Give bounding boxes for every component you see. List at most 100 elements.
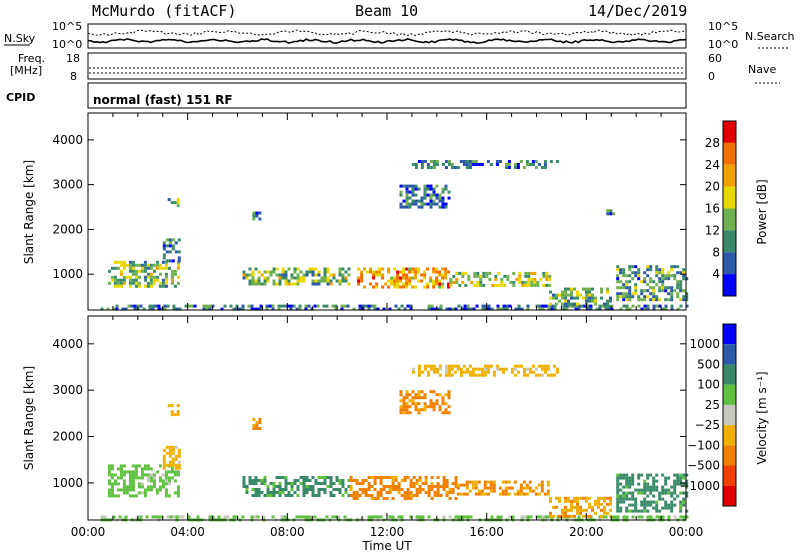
echo-cell — [177, 259, 181, 263]
echo-cell — [441, 285, 445, 289]
echo-cell — [603, 499, 606, 503]
echo-cell — [664, 286, 668, 290]
echo-cell — [355, 491, 359, 494]
echo-cell — [251, 282, 255, 286]
echo-cell — [275, 476, 279, 479]
echo-cell — [402, 282, 406, 286]
echo-cell — [305, 476, 309, 479]
echo-cell — [137, 269, 141, 273]
echo-cell — [131, 476, 135, 480]
echo-cell — [427, 491, 431, 494]
echo-cell — [682, 503, 686, 507]
echo-cell — [119, 281, 123, 285]
echo-cell — [323, 279, 327, 283]
echo-cell — [107, 479, 111, 483]
echo-cell — [622, 500, 626, 504]
echo-cell — [643, 485, 647, 489]
echo-cell — [616, 277, 620, 281]
echo-cell — [588, 296, 591, 300]
echo-cell — [125, 275, 129, 279]
echo-cell — [149, 266, 153, 270]
echo-cell — [284, 494, 288, 497]
echo-cell — [367, 515, 371, 519]
echo-cell — [519, 160, 523, 163]
echo-cell — [405, 405, 409, 409]
echo-cell — [685, 304, 689, 308]
echo-cell — [588, 496, 591, 500]
echo-cell — [655, 485, 659, 489]
echo-cell — [504, 163, 508, 166]
echo-cell — [504, 486, 508, 490]
echo-cell — [164, 476, 168, 480]
echo-cell — [652, 292, 656, 296]
echo-cell — [528, 367, 532, 371]
echo-cell — [317, 494, 321, 497]
echo-cell — [423, 273, 427, 277]
echo-cell — [634, 271, 638, 275]
echo-cell — [417, 267, 421, 271]
echo-cell — [379, 476, 383, 479]
echo-cell — [607, 304, 611, 308]
echo-cell — [468, 166, 472, 169]
echo-cell — [444, 393, 448, 397]
echo-cell — [152, 263, 156, 267]
echo-cell — [637, 476, 641, 480]
echo-cell — [122, 260, 126, 264]
echo-region — [399, 390, 451, 415]
echo-cell — [492, 480, 496, 484]
echo-cell — [387, 270, 391, 274]
echo-cell — [432, 166, 436, 169]
echo-cell — [164, 263, 168, 267]
echo-cell — [152, 275, 156, 279]
echo-cell — [411, 276, 415, 280]
echo-cell — [170, 476, 174, 480]
echo-cell — [160, 515, 164, 519]
x-tick-label: 20:00 — [569, 525, 604, 539]
echo-cell — [573, 499, 576, 503]
echo-cell — [441, 187, 445, 191]
echo-cell — [385, 491, 389, 494]
echo-cell — [387, 267, 391, 271]
echo-cell — [432, 267, 436, 271]
echo-cell — [561, 514, 564, 518]
echo-cell — [122, 266, 126, 270]
echo-cell — [558, 499, 561, 503]
echo-cell — [442, 482, 446, 485]
power-ylabel: Slant Range [km] — [22, 160, 36, 264]
echo-cell — [143, 491, 147, 495]
echo-cell — [161, 284, 165, 288]
echo-cell — [441, 402, 445, 406]
echo-cell — [631, 292, 635, 296]
echo-cell — [533, 271, 537, 275]
echo-cell — [673, 274, 677, 278]
echo-cell — [548, 277, 552, 281]
echo-cell — [170, 413, 174, 417]
echo-cell — [384, 282, 388, 286]
echo-cell — [542, 283, 546, 287]
echo-cell — [454, 307, 458, 311]
echo-cell — [637, 271, 641, 275]
echo-cell — [640, 503, 644, 507]
echo-cell — [262, 515, 266, 519]
echo-cell — [125, 488, 129, 492]
echo-cell — [266, 494, 270, 497]
echo-cell — [462, 160, 466, 163]
echo-cell — [168, 445, 172, 449]
echo-cell — [631, 491, 635, 495]
echo-cell — [585, 287, 588, 291]
echo-cell — [181, 515, 185, 519]
echo-cell — [427, 304, 431, 308]
echo-cell — [137, 281, 141, 285]
echo-cell — [116, 266, 120, 270]
echo-cell — [634, 497, 638, 501]
y-tick-label: 3000 — [52, 383, 83, 397]
echo-cell — [272, 282, 276, 286]
echo-cell — [414, 396, 418, 400]
echo-cell — [471, 160, 475, 163]
echo-cell — [447, 390, 451, 394]
echo-cell — [341, 479, 345, 482]
echo-cell — [664, 307, 668, 311]
echo-cell — [308, 479, 312, 482]
echo-cell — [505, 307, 509, 311]
echo-cell — [405, 396, 409, 400]
